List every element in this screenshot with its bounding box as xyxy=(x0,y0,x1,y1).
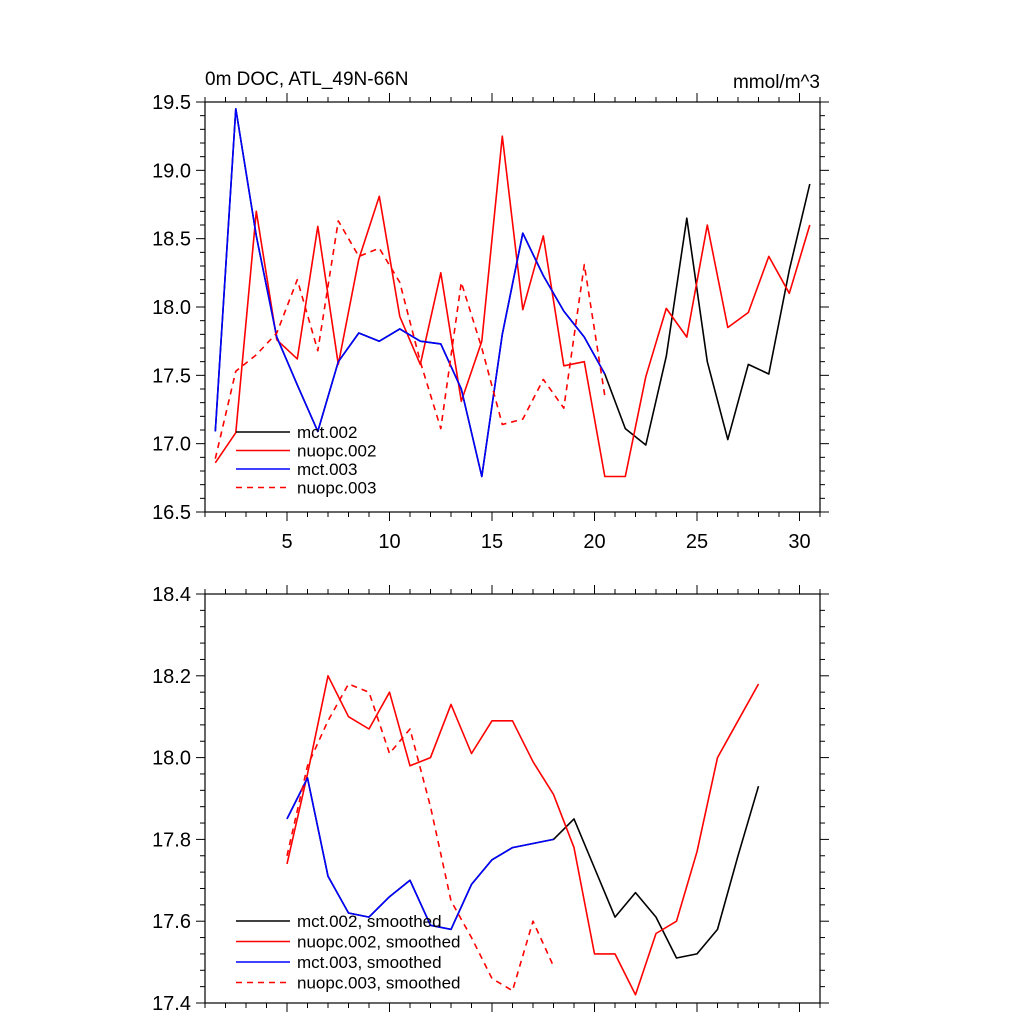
y-tick-label: 19.5 xyxy=(152,92,191,114)
y-tick-label: 18.4 xyxy=(152,584,191,606)
top-chart-title: 0m DOC, ATL_49N-66N xyxy=(205,69,408,90)
y-tick-label: 17.6 xyxy=(152,911,191,933)
legend-label: nuopc.002, smoothed xyxy=(297,933,461,952)
legend-label: mct.002 xyxy=(297,423,357,442)
legend-label: nuopc.002 xyxy=(297,442,376,461)
series-nuopc-003-smoothed xyxy=(286,683,555,992)
y-tick-label: 16.5 xyxy=(152,502,191,524)
y-tick-label: 18.0 xyxy=(152,297,191,319)
y-tick-label: 17.0 xyxy=(152,434,191,456)
x-tick-label: 10 xyxy=(378,531,400,553)
series-mct-003-smoothed xyxy=(286,777,554,931)
series-line xyxy=(214,135,811,478)
y-tick-label: 17.4 xyxy=(152,993,191,1015)
top-chart-panel: 16.5 17.0 17.5 18.0 18.5 19.0 19.5 5 10 15 20 25 30 m… xyxy=(152,92,829,553)
series-line xyxy=(286,674,760,996)
legend-label: mct.003 xyxy=(297,460,357,479)
x-tick-label: 25 xyxy=(686,531,708,553)
x-tick-label: 20 xyxy=(583,531,605,553)
y-tick-label: 18.0 xyxy=(152,748,191,770)
legend: mct.002, smoothed nuopc.002, smoothedmct.… xyxy=(236,912,461,993)
series-line xyxy=(214,108,606,478)
legend-label: nuopc.003 xyxy=(297,479,376,498)
top-chart-units: mmol/m^3 xyxy=(733,72,820,93)
y-tick-label: 17.5 xyxy=(152,365,191,387)
series-line xyxy=(286,777,554,931)
legend-label: nuopc.003, smoothed xyxy=(297,974,461,993)
legend-label: mct.003, smoothed xyxy=(297,953,442,972)
x-tick-label: 5 xyxy=(281,531,292,553)
series-line xyxy=(286,683,555,992)
x-tick-label: 15 xyxy=(481,531,503,553)
series-mct-003 xyxy=(214,108,606,478)
series-nuopc-002-smoothed xyxy=(286,674,760,996)
y-tick-label: 18.5 xyxy=(152,229,191,251)
series-line xyxy=(214,220,606,459)
series-nuopc-003 xyxy=(214,220,606,459)
bottom-chart-panel: 17.4 17.6 17.8 18.0 18.2 18.4 mct.002, smoothe… xyxy=(152,584,829,1015)
y-tick-label: 17.8 xyxy=(152,829,191,851)
legend-label: mct.002, smoothed xyxy=(297,912,442,931)
y-tick-label: 18.2 xyxy=(152,666,191,688)
y-tick-label: 19.0 xyxy=(152,160,191,182)
series-nuopc-002 xyxy=(214,135,811,478)
x-tick-label: 30 xyxy=(788,531,810,553)
